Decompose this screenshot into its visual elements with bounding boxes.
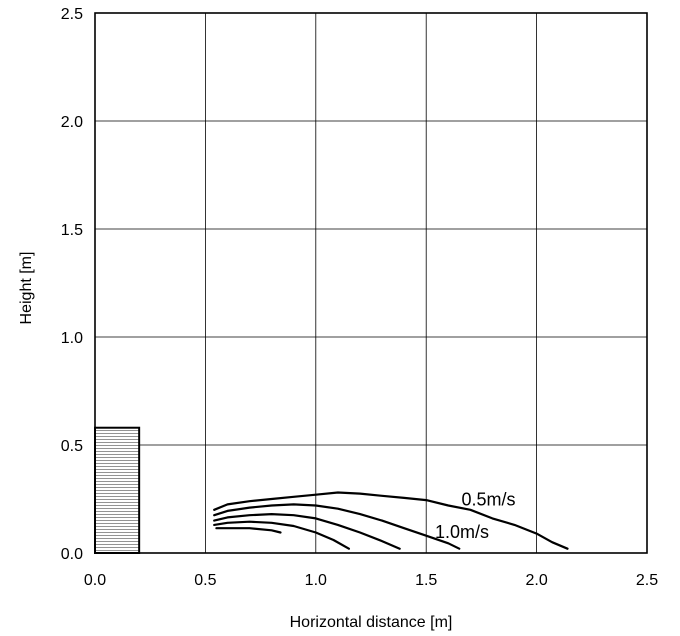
grid bbox=[95, 13, 647, 553]
outlet-box bbox=[94, 426, 141, 554]
series-line bbox=[215, 527, 282, 534]
series-line bbox=[213, 491, 569, 550]
y-tick-label: 2.0 bbox=[61, 114, 83, 131]
annotation-label: 1.0m/s bbox=[435, 522, 489, 542]
x-tick-label: 1.0 bbox=[305, 572, 327, 589]
y-axis-label: Height [m] bbox=[18, 252, 35, 325]
tick-labels: 0.0 0.5 1.0 1.5 2.0 2.5 0.0 0.5 1.0 1.5 2.0 2.5 bbox=[61, 6, 658, 589]
series-line bbox=[213, 503, 461, 550]
plot-border bbox=[94, 12, 648, 554]
x-tick-label: 0.5 bbox=[194, 572, 216, 589]
x-axis-label: Horizontal distance [m] bbox=[290, 614, 453, 631]
outlet-fill bbox=[95, 427, 140, 553]
y-tick-label: 0.0 bbox=[61, 546, 83, 563]
y-tick-label: 2.5 bbox=[61, 6, 83, 23]
plot-frame bbox=[94, 12, 648, 554]
y-tick-label: 1.5 bbox=[61, 222, 83, 239]
series-line bbox=[213, 512, 401, 550]
x-tick-label: 2.0 bbox=[525, 572, 547, 589]
x-tick-label: 1.5 bbox=[415, 572, 437, 589]
annotations: 0.5m/s 1.0m/s bbox=[435, 489, 516, 541]
y-tick-label: 1.0 bbox=[61, 330, 83, 347]
x-tick-label: 0.0 bbox=[84, 572, 106, 589]
annotation-label: 0.5m/s bbox=[462, 489, 516, 509]
y-tick-label: 0.5 bbox=[61, 438, 83, 455]
series-line bbox=[213, 520, 350, 550]
series-group bbox=[213, 491, 569, 550]
x-tick-label: 2.5 bbox=[636, 572, 658, 589]
